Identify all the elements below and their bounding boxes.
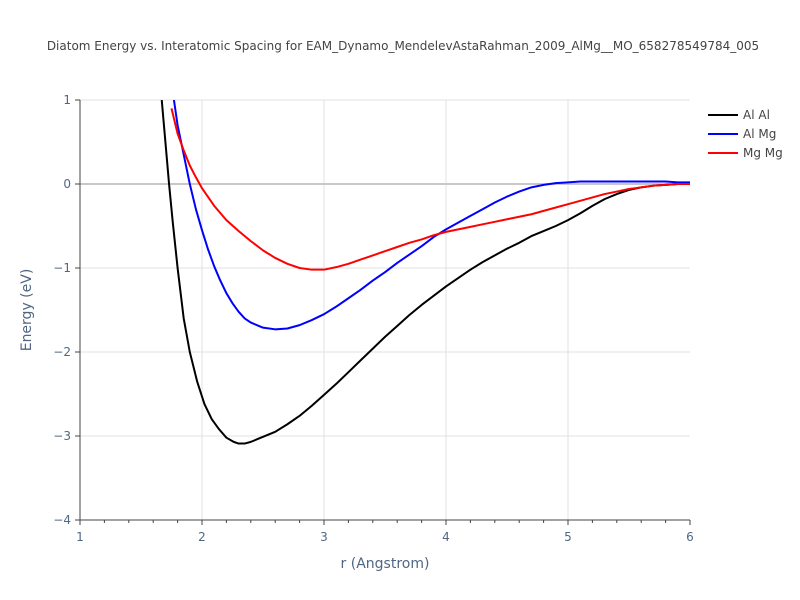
x-tick-label: 5 [564, 530, 572, 544]
legend-label: Al Al [743, 108, 770, 122]
grid-lines [80, 99, 690, 520]
x-tick-label: 2 [198, 530, 206, 544]
legend-item-al-mg[interactable]: Al Mg [708, 127, 776, 141]
y-tick-label: −3 [53, 429, 71, 443]
x-tick-label: 3 [320, 530, 328, 544]
legend-label: Mg Mg [743, 146, 783, 160]
x-axis-title: r (Angstrom) [341, 556, 430, 572]
legend-item-al-al[interactable]: Al Al [708, 108, 770, 122]
series-line-mg-mg [170, 108, 690, 271]
legend-label: Al Mg [743, 127, 776, 141]
series-line-al-mg [172, 100, 690, 331]
y-tick-label: −4 [53, 513, 71, 527]
y-tick-label: 0 [63, 177, 71, 191]
y-tick-label: −2 [53, 345, 71, 359]
y-tick-label: −1 [53, 261, 71, 275]
y-axis-title: Energy (eV) [19, 269, 35, 352]
x-tick-label: 4 [442, 530, 450, 544]
y-axis-ticks: −4 −3 −2 −1 0 1 [53, 93, 80, 527]
axes [79, 100, 690, 521]
x-axis-ticks: 1 2 3 4 5 6 [76, 520, 694, 544]
series-layer [160, 100, 690, 445]
x-tick-label: 6 [686, 530, 694, 544]
series-line-al-al [160, 100, 690, 445]
chart-title: Diatom Energy vs. Interatomic Spacing fo… [47, 39, 759, 53]
legend[interactable]: Al Al Al Mg Mg Mg [708, 108, 783, 160]
y-tick-label: 1 [63, 93, 71, 107]
x-tick-label: 1 [76, 530, 84, 544]
legend-item-mg-mg[interactable]: Mg Mg [708, 146, 783, 160]
